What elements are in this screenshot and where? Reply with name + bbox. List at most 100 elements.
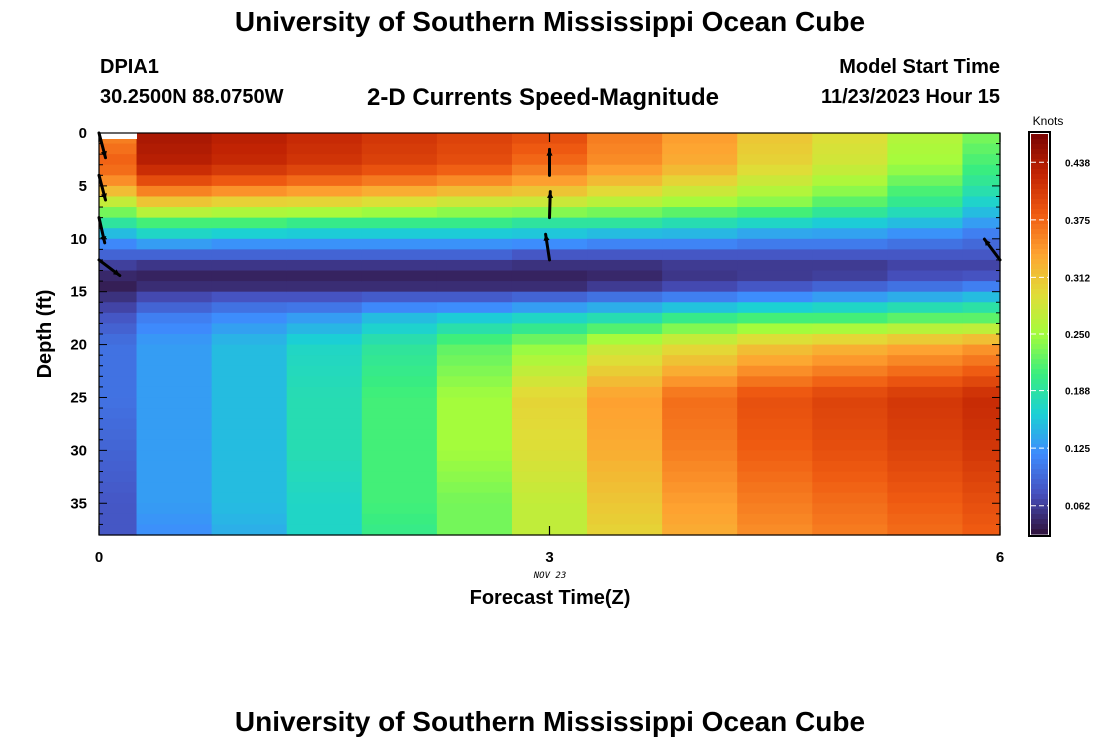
colorbar-frame — [1028, 131, 1051, 537]
heatmap-cell — [136, 492, 213, 504]
heatmap-cell — [587, 376, 663, 388]
heatmap-cell — [887, 397, 964, 409]
heatmap-cell — [887, 133, 964, 145]
heatmap-cell — [662, 281, 738, 293]
heatmap-cell — [662, 323, 738, 335]
heatmap-cell — [286, 185, 363, 198]
heatmap-cell — [99, 513, 138, 526]
heatmap-cell — [962, 397, 1001, 409]
heatmap-cell — [361, 164, 438, 176]
colorbar-segment — [1031, 424, 1048, 430]
heatmap-cell — [436, 154, 513, 166]
colorbar-segment — [1031, 269, 1048, 275]
colorbar-segment — [1031, 319, 1048, 325]
heatmap-cell — [136, 365, 213, 377]
heatmap-cell — [737, 291, 813, 303]
heatmap-cell — [511, 175, 588, 187]
heatmap-cell — [662, 259, 738, 272]
heatmap-cell — [436, 365, 513, 377]
heatmap-cell — [436, 482, 513, 494]
colorbar-segment — [1031, 509, 1048, 515]
heatmap-cell — [887, 418, 964, 430]
heatmap-cell — [511, 397, 588, 409]
heatmap-cell — [887, 270, 964, 282]
colorbar-segment — [1031, 464, 1048, 470]
heatmap-cell — [361, 513, 438, 526]
heatmap-cell — [587, 175, 663, 187]
heatmap-cell — [511, 513, 588, 526]
heatmap-cell — [436, 207, 513, 219]
colorbar-tick-label: 0.188 — [1065, 387, 1090, 398]
heatmap-cell — [361, 238, 438, 250]
heatmap-cell — [887, 482, 964, 494]
heatmap-cell — [286, 397, 363, 409]
colorbar-segment — [1031, 239, 1048, 245]
heatmap-cell — [887, 312, 964, 325]
heatmap-cell — [887, 175, 964, 187]
heatmap-cell — [737, 418, 813, 430]
heatmap-cell — [812, 238, 888, 250]
heatmap-cell — [436, 249, 513, 261]
heatmap-cell — [812, 418, 888, 430]
heatmap-cell — [587, 291, 663, 303]
colorbar-segment — [1031, 359, 1048, 365]
heatmap-cell — [136, 154, 213, 166]
colorbar-segment — [1031, 214, 1048, 220]
heatmap-cell — [587, 429, 663, 441]
heatmap-cell — [662, 291, 738, 303]
heatmap-cell — [211, 302, 288, 314]
colorbar-segment — [1031, 154, 1048, 160]
colorbar-segment — [1031, 219, 1048, 225]
heatmap-cell — [136, 355, 213, 367]
heatmap-cell — [587, 217, 663, 229]
heatmap-cell — [361, 334, 438, 346]
heatmap-cell — [361, 471, 438, 483]
heatmap-cell — [136, 228, 213, 240]
heatmap-gap — [99, 133, 137, 139]
colorbar-segment — [1031, 339, 1048, 345]
colorbar-segment — [1031, 284, 1048, 290]
heatmap-cell — [662, 355, 738, 367]
station-id: DPIA1 — [100, 56, 159, 78]
current-vector-arrow — [97, 173, 107, 202]
x-axis-title: Forecast Time(Z) — [470, 587, 631, 609]
heatmap-cell — [511, 281, 588, 293]
heatmap-cell — [211, 133, 288, 145]
heatmap-cell — [361, 175, 438, 187]
heatmap-cell — [587, 154, 663, 166]
heatmap-cell — [812, 397, 888, 409]
colorbar-segment — [1031, 454, 1048, 460]
heatmap-cell — [286, 281, 363, 293]
heatmap-cell — [436, 408, 513, 420]
heatmap-cell — [286, 143, 363, 155]
heatmap-cell — [737, 270, 813, 282]
heatmap-cell — [136, 238, 213, 250]
heatmap-cell — [662, 175, 738, 187]
current-vector-arrow — [97, 258, 122, 278]
heatmap-cell — [211, 376, 288, 388]
heatmap-cell — [436, 460, 513, 473]
heatmap-cell — [211, 397, 288, 409]
heatmap-cell — [361, 386, 438, 399]
heatmap-cell — [436, 397, 513, 409]
heatmap-cell — [812, 386, 888, 399]
heatmap-cell — [511, 228, 588, 240]
y-tick-label: 0 — [79, 125, 87, 142]
heatmap-cell — [511, 408, 588, 420]
heatmap-cell — [211, 154, 288, 166]
heatmap-cell — [812, 460, 888, 473]
heatmap-cell — [511, 450, 588, 462]
heatmap-cell — [587, 302, 663, 314]
heatmap-cell — [361, 196, 438, 208]
colorbar-segment — [1031, 134, 1048, 140]
heatmap-cell — [211, 143, 288, 155]
heatmap-cell — [436, 270, 513, 282]
heatmap-cell — [136, 429, 213, 441]
heatmap-cell — [737, 312, 813, 325]
heatmap-cell — [99, 143, 138, 155]
heatmap-cell — [136, 133, 213, 145]
heatmap-cell — [962, 164, 1001, 176]
heatmap-cell — [211, 238, 288, 250]
x-tick-label: 6 — [996, 549, 1004, 566]
heatmap-cell — [962, 408, 1001, 420]
